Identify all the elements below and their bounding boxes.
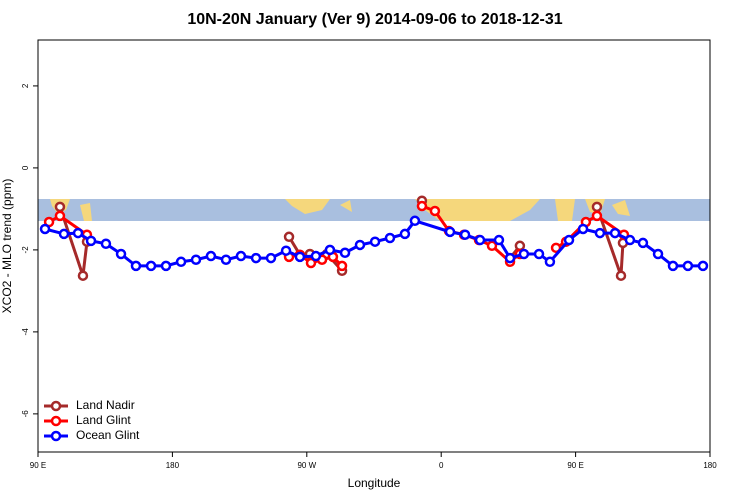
point	[145, 260, 157, 272]
x-tick-label: 90 E	[30, 461, 46, 470]
point	[324, 244, 336, 256]
chart-title: 10N-20N January (Ver 9) 2014-09-06 to 20…	[187, 11, 562, 28]
point	[444, 226, 456, 238]
y-tick-label: -2	[21, 246, 30, 254]
x-tick-label: 180	[703, 461, 717, 470]
point	[486, 240, 498, 252]
legend-marker	[50, 415, 62, 427]
point	[336, 260, 348, 272]
point	[591, 210, 603, 222]
point	[58, 228, 70, 240]
x-tick-label: 0	[439, 461, 444, 470]
legend-marker	[50, 430, 62, 442]
point	[615, 270, 627, 281]
point	[339, 247, 351, 259]
point	[609, 227, 621, 239]
point	[429, 205, 441, 217]
point	[265, 252, 277, 264]
point	[220, 254, 232, 265]
legend-label: Ocean Glint	[76, 428, 140, 442]
point	[54, 210, 66, 222]
point	[283, 231, 295, 243]
point	[384, 232, 396, 244]
y-tick-label: 0	[21, 165, 30, 170]
point	[369, 236, 381, 247]
point	[563, 234, 575, 246]
point	[550, 242, 562, 254]
y-axis-label: XCO2 - MLO trend (ppm)	[0, 179, 14, 314]
point	[493, 234, 505, 246]
y-tick-label: -4	[21, 328, 30, 336]
point	[637, 237, 649, 249]
point	[190, 254, 202, 265]
ocean-band	[38, 199, 710, 221]
point	[474, 234, 486, 246]
point	[667, 260, 679, 272]
point	[459, 229, 471, 240]
x-tick-label: 180	[166, 461, 180, 470]
plot-frame	[37, 39, 711, 453]
point	[205, 250, 217, 262]
point	[175, 256, 187, 268]
point	[409, 215, 421, 227]
point	[354, 239, 366, 251]
y-tick-label: 2	[21, 83, 30, 88]
point	[652, 248, 664, 260]
point	[591, 201, 603, 213]
land	[50, 199, 630, 221]
point	[160, 260, 172, 272]
point	[518, 248, 530, 260]
point	[250, 252, 262, 264]
point	[39, 223, 51, 235]
x-tick-label: 90 W	[297, 461, 316, 470]
point	[280, 245, 292, 256]
point	[624, 234, 636, 246]
point	[115, 248, 127, 260]
point	[504, 252, 516, 264]
point	[305, 257, 317, 269]
legend-label: Land Nadir	[76, 398, 135, 412]
point	[697, 260, 709, 272]
x-axis-label: Longitude	[348, 476, 401, 490]
point	[235, 250, 247, 262]
y-tick-label: -6	[21, 410, 30, 418]
point	[577, 223, 589, 235]
point	[416, 200, 428, 212]
point	[399, 228, 411, 240]
point	[294, 251, 306, 263]
point	[85, 235, 97, 247]
point	[544, 256, 556, 268]
point	[594, 227, 606, 239]
x-tick-label: 90 E	[567, 461, 583, 470]
point	[72, 227, 84, 239]
point	[682, 260, 694, 272]
point	[130, 260, 142, 272]
point	[54, 201, 66, 213]
point	[310, 250, 322, 262]
point	[533, 248, 545, 260]
legend-label: Land Glint	[76, 413, 131, 427]
point	[514, 240, 526, 252]
legend-marker	[50, 400, 62, 412]
point	[100, 238, 112, 249]
point	[77, 270, 89, 281]
map-strip	[38, 199, 710, 221]
